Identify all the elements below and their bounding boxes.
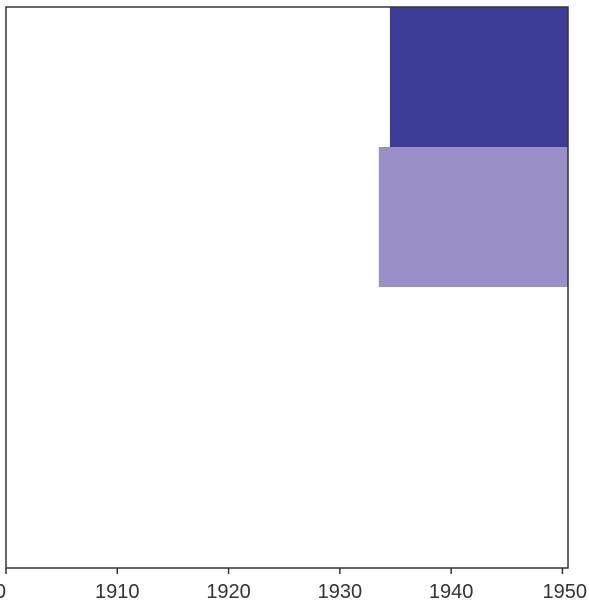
x-tick-label: 1940 [429,581,474,602]
x-tick-label: 1930 [318,581,363,602]
x-tick-label: 0 [0,581,6,602]
plot-frame [5,6,569,569]
x-tick-label: 1950 [543,581,588,602]
bar-1 [389,7,568,147]
x-axis: 0 1910 1920 1930 1940 1950 [0,568,587,602]
x-tick-label: 1920 [206,581,251,602]
bar-2 [378,147,568,287]
bars-layer [378,7,568,287]
x-tick-label: 1910 [95,581,140,602]
